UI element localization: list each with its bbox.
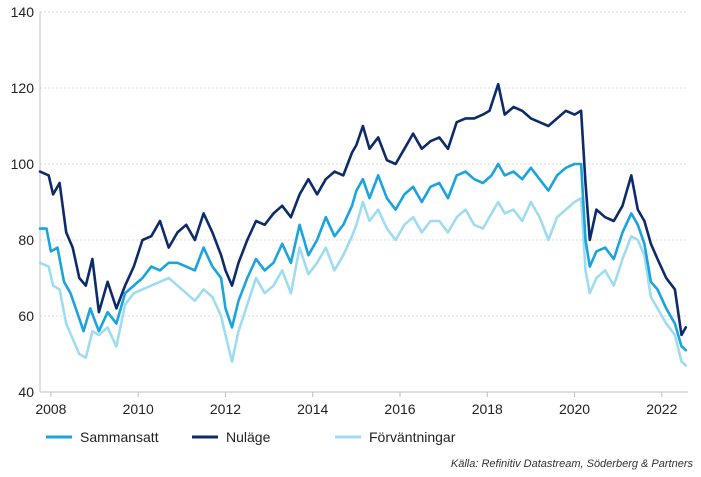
y-tick-label: 80 — [18, 232, 34, 248]
series-line-nuläge — [38, 82, 688, 337]
legend-label: Sammansatt — [80, 429, 159, 445]
axes: 40 60 80 100 120 140 2008 2010 2012 2014 2016 2018 2… — [11, 4, 688, 417]
source-note: Källa: Refinitiv Datastream, Söderberg &… — [451, 458, 694, 470]
legend: Sammansatt Nuläge Förväntningar — [46, 429, 456, 445]
gridlines — [40, 11, 688, 317]
y-tick-label: 120 — [11, 80, 35, 96]
y-tick-label: 140 — [11, 4, 35, 20]
series-line-förväntningar — [38, 196, 688, 367]
x-tick-label: 2010 — [123, 401, 154, 417]
x-tick-label: 2022 — [646, 401, 677, 417]
x-tick-label: 2012 — [210, 401, 241, 417]
x-tick-label: 2016 — [384, 401, 415, 417]
series-lines — [38, 82, 688, 367]
x-tick-label: 2008 — [35, 401, 66, 417]
series-line-sammansatt — [38, 162, 688, 352]
x-tick-label: 2018 — [472, 401, 503, 417]
y-tick-label: 60 — [18, 308, 34, 324]
legend-label: Förväntningar — [369, 429, 456, 445]
y-tick-label: 100 — [11, 156, 35, 172]
y-tick-label: 40 — [18, 384, 34, 400]
legend-label: Nuläge — [226, 429, 271, 445]
x-tick-label: 2014 — [297, 401, 328, 417]
x-tick-label: 2020 — [559, 401, 590, 417]
